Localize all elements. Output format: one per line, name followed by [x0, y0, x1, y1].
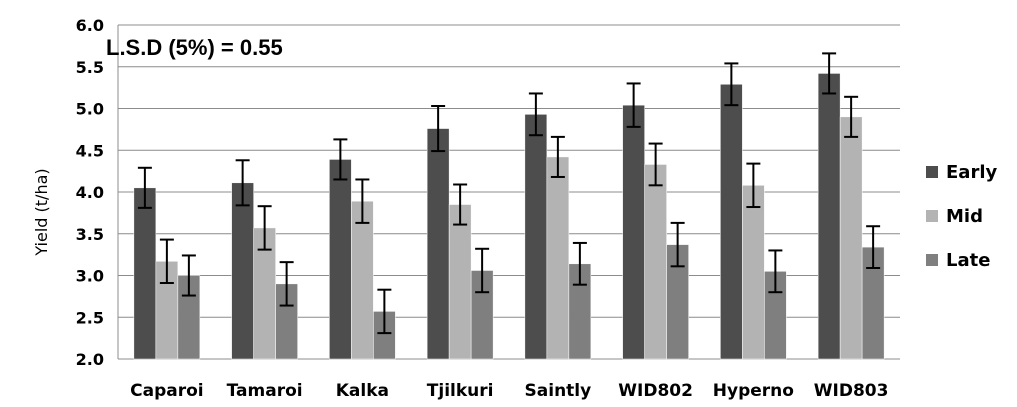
bar-early-tamaroi	[231, 182, 254, 360]
x-category-label: Tjilkuri	[427, 381, 494, 401]
legend-label-late: Late	[946, 250, 990, 271]
category-labels: Caparoi Tamaroi Kalka Tjilkuri Saintly WID802…	[130, 381, 888, 401]
x-category-label: WID802	[618, 381, 693, 401]
x-category-label: Saintly	[525, 381, 592, 401]
lsd-annotation: L.S.D (5%) = 0.55	[106, 35, 283, 60]
error-bars	[137, 52, 881, 335]
bar-mid-wid803	[839, 116, 863, 360]
y-axis-label: Yield (t/ha)	[32, 168, 51, 256]
y-tick-label: 2.0	[76, 350, 104, 369]
legend-label-mid: Mid	[946, 206, 983, 227]
legend: Early Mid Late	[926, 162, 997, 271]
x-category-label: Caparoi	[130, 381, 203, 401]
bar-early-caparoi	[133, 187, 157, 360]
legend-swatch-late	[926, 254, 938, 266]
bar-early-tjilkuri	[426, 128, 450, 360]
y-tick-labels: 2.0 2.5 3.0 3.5 4.0 4.5 5.0 5.5 6.0	[76, 16, 104, 369]
y-tick-label: 3.0	[76, 267, 104, 286]
x-category-label: Hyperno	[713, 381, 794, 401]
x-category-label: Kalka	[336, 381, 389, 401]
y-tick-label: 5.0	[76, 100, 104, 119]
bar-mid-hyperno	[742, 185, 765, 360]
bar-early-wid802	[622, 104, 645, 360]
y-tick-label: 2.5	[76, 308, 104, 327]
y-tick-label: 4.5	[76, 141, 104, 160]
bar-mid-tjilkuri	[448, 204, 472, 360]
bars	[133, 73, 885, 360]
bar-mid-kalka	[351, 200, 374, 360]
y-tick-label: 4.0	[76, 183, 104, 202]
y-tick-label: 6.0	[76, 16, 104, 35]
legend-label-early: Early	[946, 162, 997, 183]
bar-early-kalka	[329, 159, 352, 360]
legend-swatch-mid	[926, 210, 938, 222]
y-tick-label: 5.5	[76, 58, 104, 77]
x-category-label: Tamaroi	[227, 381, 303, 401]
bar-early-wid803	[817, 73, 841, 360]
bar-early-hyperno	[720, 84, 743, 360]
bar-mid-wid802	[644, 164, 667, 360]
bar-mid-saintly	[546, 156, 570, 360]
bar-early-saintly	[524, 114, 548, 360]
y-tick-label: 3.5	[76, 225, 104, 244]
x-category-label: WID803	[814, 381, 889, 401]
legend-swatch-early	[926, 166, 938, 178]
